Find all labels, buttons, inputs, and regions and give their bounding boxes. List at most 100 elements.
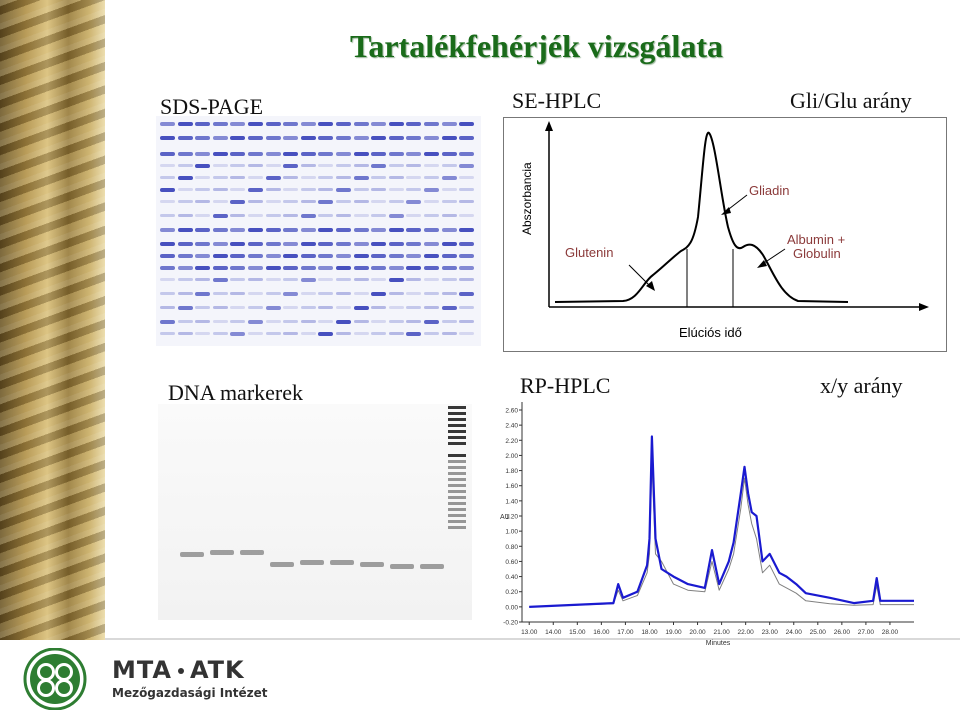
sds-page-gel-image <box>156 116 481 346</box>
header-dna: DNA markerek <box>168 380 304 405</box>
header-xy: x/y arány <box>820 373 903 398</box>
header-gli-glu: Gli/Glu arány <box>790 88 912 113</box>
dna-ladder-band <box>448 520 466 523</box>
gel-lane <box>459 116 475 346</box>
wheat-background-photo <box>0 0 105 640</box>
gel-lane <box>248 116 263 346</box>
logo-subtitle: Mezőgazdasági Intézet <box>112 686 268 700</box>
gel-lane <box>212 116 228 346</box>
x-tick-label: 16.00 <box>593 629 610 636</box>
gel-lane <box>441 116 457 346</box>
y-tick-label: 0.80 <box>505 544 518 551</box>
x-tick-label: 22.00 <box>738 629 755 636</box>
y-axis-label: AU <box>500 514 510 521</box>
header-rp-hplc: RP-HPLC <box>520 373 611 398</box>
gel-lane <box>424 116 439 346</box>
x-tick-label: 25.00 <box>810 629 827 636</box>
se-hplc-ylabel: Abszorbancia <box>520 162 534 235</box>
x-tick-label: 18.00 <box>641 629 658 636</box>
gel-lane <box>160 116 175 346</box>
y-tick-label: 2.00 <box>505 453 518 460</box>
dna-ladder-band <box>448 406 466 409</box>
label-globulin: Globulin <box>793 246 841 261</box>
y-tick-label: 1.60 <box>505 483 518 490</box>
y-tick-label: 0.60 <box>505 559 518 566</box>
gel-lane <box>371 116 387 346</box>
gel-lane <box>406 116 422 346</box>
y-tick-label: 2.20 <box>505 438 518 445</box>
dna-sample-band <box>210 550 234 555</box>
dna-ladder-band <box>448 418 466 421</box>
x-tick-label: 24.00 <box>786 629 803 636</box>
y-tick-label: 2.40 <box>505 423 518 430</box>
series-line <box>529 462 914 608</box>
se-hplc-xlabel: Elúciós idő <box>679 325 742 340</box>
logo-text: MTA ATK Mezőgazdasági Intézet <box>112 656 268 700</box>
dna-marker-gel-image <box>158 404 472 620</box>
series-line <box>529 435 914 608</box>
dna-ladder-band <box>448 478 466 481</box>
gel-lane <box>195 116 211 346</box>
gel-lane <box>300 116 316 346</box>
page-title: Tartalékfehérjék vizsgálata <box>350 28 723 64</box>
x-tick-label: 23.00 <box>762 629 779 636</box>
dna-sample-band <box>330 560 354 565</box>
plot-area <box>522 402 914 622</box>
dna-ladder-band <box>448 460 466 463</box>
dna-ladder-band <box>448 490 466 493</box>
y-tick-label: 1.40 <box>505 498 518 505</box>
x-tick-label: 21.00 <box>713 629 730 636</box>
se-hplc-curve <box>554 131 849 303</box>
x-tick-label: 14.00 <box>545 629 562 636</box>
gel-lane <box>318 116 334 346</box>
x-tick-label: 28.00 <box>882 629 899 636</box>
dna-ladder-band <box>448 442 466 445</box>
y-tick-label: 1.20 <box>505 514 518 521</box>
x-tick-label: 27.00 <box>858 629 875 636</box>
gel-lane <box>177 116 193 346</box>
dna-sample-band <box>270 562 294 567</box>
label-albumin: Albumin + <box>787 232 845 247</box>
gel-lane <box>388 116 404 346</box>
logo-name: MTA <box>112 656 172 684</box>
y-tick-label: 1.80 <box>505 468 518 475</box>
y-tick-label: 0.00 <box>505 604 518 611</box>
dna-ladder-band <box>448 412 466 415</box>
dna-sample-band <box>360 562 384 567</box>
dna-sample-band <box>180 552 204 557</box>
x-tick-label: 19.00 <box>665 629 682 636</box>
rp-hplc-chart: 2.60 2.40 2.20 2.00 1.80 1.60 1.40 1.20 1.00 0.80… <box>500 402 914 647</box>
y-tick-label: 0.20 <box>505 589 518 596</box>
logo-name2: ATK <box>189 656 245 684</box>
dna-sample-band <box>240 550 264 555</box>
header-se-hplc: SE-HPLC <box>512 88 602 113</box>
dna-ladder-band <box>448 514 466 517</box>
dna-sample-band <box>300 560 324 565</box>
footer-divider <box>105 638 960 640</box>
label-glutenin: Glutenin <box>565 245 613 260</box>
dna-sample-band <box>390 564 414 569</box>
gel-lane <box>283 116 299 346</box>
gel-lane <box>353 116 369 346</box>
dna-ladder-band <box>448 508 466 511</box>
x-tick-label: 26.00 <box>834 629 851 636</box>
dna-ladder-band <box>448 424 466 427</box>
y-tick-label: 1.00 <box>505 529 518 536</box>
dna-ladder-band <box>448 484 466 487</box>
gel-lane <box>230 116 246 346</box>
x-axis-label: Minutes <box>706 640 731 647</box>
dna-ladder-band <box>448 502 466 505</box>
x-tick-label: 13.00 <box>521 629 538 636</box>
dna-sample-band <box>420 564 444 569</box>
y-tick-label: 0.40 <box>505 574 518 581</box>
se-hplc-chart: Abszorbancia Elúciós idő Gliadin Gluteni… <box>503 117 947 352</box>
y-tick-label: 2.60 <box>505 408 518 415</box>
dna-ladder-band <box>448 436 466 439</box>
mta-atk-logo-icon <box>23 648 87 710</box>
gel-lane <box>265 116 281 346</box>
header-sds-page: SDS-PAGE <box>160 94 264 119</box>
dna-ladder-band <box>448 496 466 499</box>
y-tick-label: -0.20 <box>503 620 518 627</box>
dna-ladder-band <box>448 472 466 475</box>
x-tick-label: 17.00 <box>617 629 634 636</box>
